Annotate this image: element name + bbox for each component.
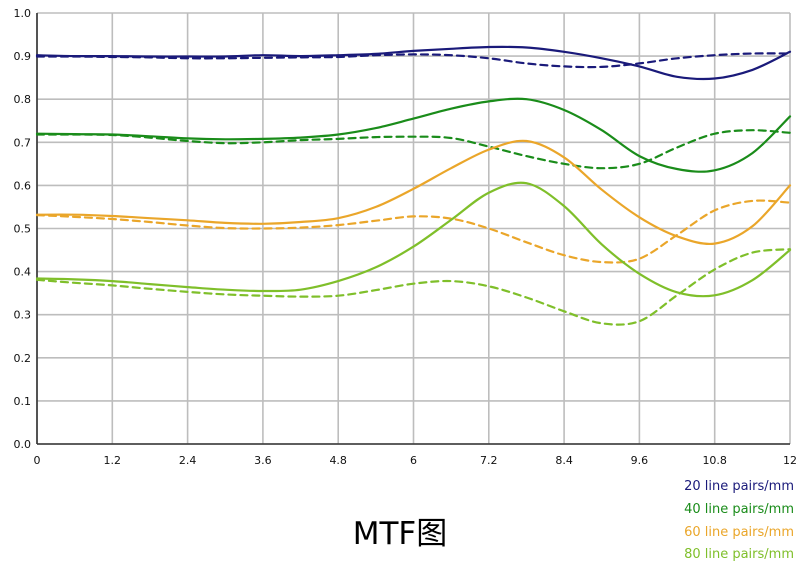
y-tick-label: 0.8 — [14, 93, 32, 106]
y-tick-label: 0.1 — [14, 395, 32, 408]
y-tick-label: 0.9 — [14, 50, 32, 63]
y-tick-label: 0.4 — [14, 266, 32, 279]
legend-item-80lp: 80 line pairs/mm — [684, 547, 794, 562]
x-tick-label: 9.6 — [631, 454, 649, 467]
legend-item-40lp: 40 line pairs/mm — [684, 502, 794, 517]
x-tick-label: 1.2 — [104, 454, 122, 467]
y-tick-label: 1.0 — [14, 7, 32, 20]
x-tick-label: 6 — [410, 454, 417, 467]
x-tick-label: 3.6 — [254, 454, 272, 467]
y-tick-label: 0.0 — [14, 438, 32, 451]
x-tick-label: 0 — [34, 454, 41, 467]
axes — [36, 13, 790, 445]
y-tick-label: 0.2 — [14, 352, 32, 365]
legend-label: 60 line pairs/mm — [684, 525, 794, 540]
x-tick-label: 7.2 — [480, 454, 498, 467]
legend-label: 20 line pairs/mm — [684, 479, 794, 494]
x-tick-label: 4.8 — [329, 454, 347, 467]
series-line-3 — [35, 97, 792, 173]
tick-labels: 0 1.2 2.4 3.6 4.8 6 7.2 8.4 9.6 10.8 12 0.0 0.1 0.2 0.… — [14, 7, 798, 467]
y-tick-label: 0.5 — [14, 223, 32, 236]
legend-item-60lp: 60 line pairs/mm — [684, 525, 794, 540]
chart-caption: MTF图 — [352, 516, 448, 552]
series-line-7 — [35, 181, 792, 298]
series-line-4 — [35, 129, 792, 170]
y-tick-label: 0.3 — [14, 309, 32, 322]
mtf-chart: 0 1.2 2.4 3.6 4.8 6 7.2 8.4 9.6 10.8 12 0.0 0.1 0.2 0.… — [14, 7, 798, 467]
y-tick-label: 0.7 — [14, 136, 32, 149]
x-tick-label: 8.4 — [555, 454, 573, 467]
x-tick-label: 12 — [783, 454, 797, 467]
legend-item-20lp: 20 line pairs/mm — [684, 479, 794, 494]
series-line-6 — [35, 199, 792, 264]
y-tick-label: 0.6 — [14, 179, 32, 192]
series-line-8 — [35, 248, 792, 326]
legend-label: 80 line pairs/mm — [684, 547, 794, 562]
plot-series — [35, 45, 792, 326]
series-line-5 — [35, 139, 792, 246]
legend-label: 40 line pairs/mm — [684, 502, 794, 517]
series-line-2 — [35, 52, 792, 69]
x-tick-label: 10.8 — [702, 454, 727, 467]
x-tick-label: 2.4 — [179, 454, 197, 467]
